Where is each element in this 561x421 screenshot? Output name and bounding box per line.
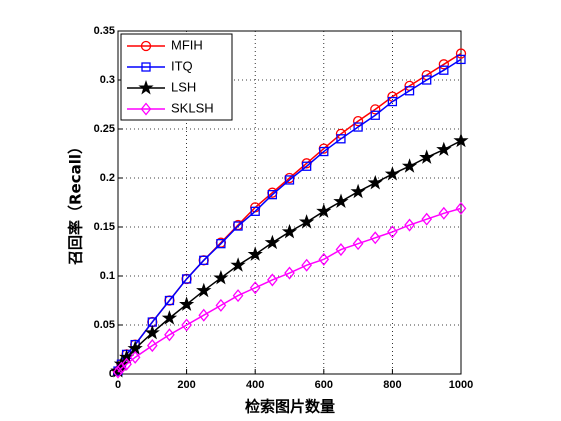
y-tick-label: 0.25 — [94, 123, 115, 135]
marker — [179, 296, 195, 311]
marker — [181, 318, 192, 332]
x-tick-label: 400 — [246, 379, 264, 391]
marker — [439, 65, 449, 75]
y-tick-label: 0.15 — [94, 221, 115, 233]
marker — [146, 339, 158, 353]
marker — [333, 193, 349, 209]
marker — [421, 212, 433, 226]
legend-label: LSH — [171, 79, 196, 94]
marker — [404, 218, 415, 232]
y-tick-label: 0.05 — [94, 319, 115, 331]
y-tick-label: 0.2 — [100, 172, 115, 184]
marker — [336, 134, 346, 144]
marker — [352, 237, 364, 251]
marker — [438, 59, 450, 70]
marker — [161, 310, 178, 325]
marker — [247, 246, 263, 261]
y-tick-label: 0.1 — [100, 270, 115, 282]
marker — [249, 281, 261, 295]
marker — [301, 258, 312, 272]
x-tick-label: 1000 — [449, 379, 473, 391]
marker — [369, 231, 381, 245]
marker — [455, 48, 467, 59]
marker — [401, 158, 418, 173]
marker — [110, 363, 126, 378]
marker — [284, 175, 295, 185]
y-tick-label: 0 — [109, 368, 115, 380]
marker — [196, 282, 212, 298]
marker — [419, 149, 435, 164]
marker — [216, 239, 226, 249]
marker — [387, 96, 398, 107]
marker — [316, 203, 332, 218]
x-tick-label: 200 — [177, 379, 195, 391]
marker — [230, 257, 246, 272]
marker — [284, 266, 295, 280]
marker — [298, 214, 315, 229]
marker — [281, 223, 298, 239]
marker — [318, 252, 330, 266]
marker — [352, 116, 364, 127]
y-tick-label: 0.3 — [100, 74, 115, 86]
marker — [301, 161, 312, 171]
marker — [144, 324, 160, 340]
marker — [456, 54, 466, 65]
marker — [232, 289, 244, 303]
legend-label: SKLSH — [171, 100, 214, 115]
x-axis-label: 检索图片数量 — [245, 398, 335, 416]
marker — [384, 166, 400, 181]
marker — [387, 225, 398, 239]
marker — [455, 201, 467, 215]
marker — [164, 295, 175, 306]
x-tick-label: 0 — [115, 379, 121, 391]
marker — [367, 174, 383, 190]
legend-label: ITQ — [171, 58, 193, 73]
marker — [335, 243, 347, 257]
marker — [370, 104, 381, 115]
marker — [140, 40, 152, 52]
marker — [319, 146, 329, 157]
marker — [370, 110, 380, 120]
marker — [199, 255, 209, 265]
marker — [215, 298, 227, 312]
marker — [233, 221, 243, 231]
marker — [213, 270, 229, 285]
marker — [112, 365, 124, 379]
marker — [129, 350, 141, 364]
x-tick-label: 600 — [315, 379, 333, 391]
y-tick-label: 0.35 — [94, 25, 115, 37]
marker — [353, 122, 363, 132]
marker — [121, 357, 132, 371]
series-line — [117, 58, 462, 372]
legend-box — [120, 33, 233, 121]
marker — [264, 234, 281, 250]
marker — [198, 308, 210, 322]
marker — [350, 183, 366, 199]
marker — [138, 79, 154, 95]
marker — [453, 132, 469, 148]
marker — [181, 274, 192, 284]
marker — [438, 206, 450, 220]
marker — [140, 102, 152, 116]
marker — [164, 328, 175, 342]
marker — [250, 206, 260, 216]
marker — [141, 62, 151, 72]
y-axis-label: 召回率（Recall） — [67, 139, 85, 265]
marker — [267, 190, 278, 200]
marker — [267, 273, 278, 287]
marker — [436, 141, 452, 157]
series-line — [117, 207, 462, 373]
marker — [404, 86, 415, 96]
legend-label: MFIH — [171, 37, 203, 52]
marker — [422, 75, 432, 85]
x-tick-label: 800 — [383, 379, 401, 391]
